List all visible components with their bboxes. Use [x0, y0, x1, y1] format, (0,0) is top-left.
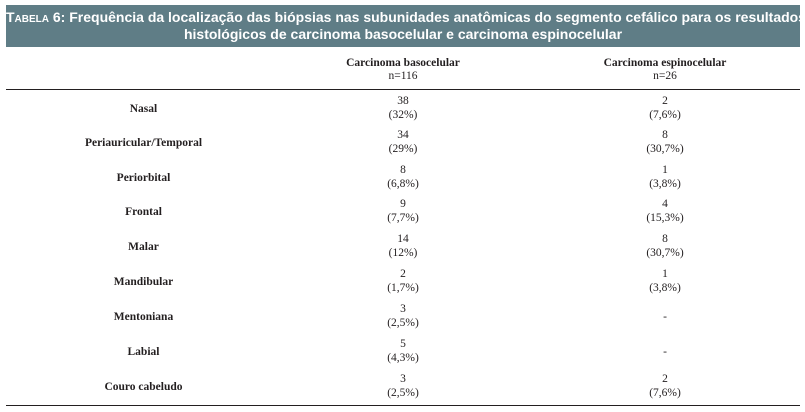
cell-percent: (7,6%): [649, 109, 681, 121]
cell-basocelular: 14 (12%): [303, 232, 503, 260]
cell-basocelular: 38 (32%): [303, 94, 503, 122]
cell-empty-dash: -: [663, 346, 667, 358]
cell-count: 38: [397, 95, 409, 107]
row-label: Couro cabeludo: [104, 381, 183, 393]
cell-espinocelular: 2 (7,6%): [565, 372, 765, 400]
table-title-text-1: Frequência da localização das biópsias n…: [65, 9, 805, 25]
table-row: Malar 14 (12%) 8 (30,7%): [6, 230, 800, 264]
table-row: Periorbital 8 (6,8%) 1 (3,8%): [6, 161, 800, 195]
table-title-line-1: Tabela 6: Frequência da localização das …: [6, 9, 805, 26]
cell-percent: (4,3%): [387, 352, 419, 364]
cell-percent: (2,5%): [387, 387, 419, 399]
row-label: Periauricular/Temporal: [84, 137, 203, 149]
cell-percent: (32%): [388, 109, 418, 121]
cell-count: 9: [400, 198, 406, 210]
bottom-divider: [6, 405, 800, 406]
column-header-basocelular: Carcinoma basocelular n=116: [303, 57, 503, 83]
cell-count: 1: [662, 164, 668, 176]
header-divider: [6, 89, 800, 90]
cell-espinocelular: 4 (15,3%): [565, 197, 765, 225]
cell-percent: (3,8%): [649, 178, 681, 190]
cell-percent: (1,7%): [387, 282, 419, 294]
cell-count: 4: [662, 198, 668, 210]
cell-percent: (2,5%): [387, 317, 419, 329]
column-header-n: n=116: [388, 70, 418, 82]
cell-espinocelular: 1 (3,8%): [565, 163, 765, 191]
cell-count: 2: [400, 268, 406, 280]
cell-basocelular: 8 (6,8%): [303, 163, 503, 191]
cell-espinocelular: -: [565, 302, 765, 332]
cell-percent: (29%): [388, 143, 418, 155]
cell-count: 14: [397, 233, 409, 245]
table-row: Labial 5 (4,3%) -: [6, 335, 800, 369]
cell-percent: (7,6%): [649, 387, 681, 399]
cell-percent: (6,8%): [387, 178, 419, 190]
cell-percent: (30,7%): [646, 143, 684, 155]
column-header-name: Carcinoma espinocelular: [603, 57, 727, 69]
row-label: Periorbital: [116, 172, 171, 184]
column-header-name: Carcinoma basocelular: [346, 57, 460, 69]
cell-count: 8: [400, 164, 406, 176]
cell-espinocelular: 8 (30,7%): [565, 128, 765, 156]
cell-count: 3: [400, 373, 406, 385]
table-title: Tabela 6: Frequência da localização das …: [6, 5, 805, 47]
cell-basocelular: 34 (29%): [303, 128, 503, 156]
cell-empty-dash: -: [663, 311, 667, 323]
cell-count: 2: [662, 95, 668, 107]
table-row: Mandibular 2 (1,7%) 1 (3,8%): [6, 265, 800, 299]
cell-espinocelular: 1 (3,8%): [565, 267, 765, 295]
row-label: Nasal: [129, 103, 158, 115]
cell-basocelular: 5 (4,3%): [303, 337, 503, 365]
table-row: Nasal 38 (32%) 2 (7,6%): [6, 92, 800, 126]
cell-basocelular: 3 (2,5%): [303, 372, 503, 400]
cell-percent: (3,8%): [649, 282, 681, 294]
table-row: Periauricular/Temporal 34 (29%) 8 (30,7%): [6, 126, 800, 160]
cell-percent: (15,3%): [646, 212, 684, 224]
row-label: Malar: [128, 241, 159, 253]
cell-percent: (12%): [388, 247, 418, 259]
cell-count: 8: [662, 129, 668, 141]
cell-count: 1: [662, 268, 668, 280]
column-header-espinocelular: Carcinoma espinocelular n=26: [565, 57, 765, 83]
row-label: Mentoniana: [113, 311, 174, 323]
row-label: Labial: [127, 346, 160, 358]
table-title-line-2: histológicos de carcinoma basocelular e …: [183, 26, 623, 42]
table-row: Mentoniana 3 (2,5%) -: [6, 300, 800, 334]
cell-espinocelular: 8 (30,7%): [565, 232, 765, 260]
cell-count: 3: [400, 303, 406, 315]
table-row: Couro cabeludo 3 (2,5%) 2 (7,6%): [6, 370, 800, 404]
cell-count: 2: [662, 373, 668, 385]
cell-count: 34: [397, 129, 409, 141]
cell-count: 8: [662, 233, 668, 245]
column-header-n: n=26: [653, 70, 677, 82]
row-label: Frontal: [125, 206, 162, 218]
cell-percent: (30,7%): [646, 247, 684, 259]
cell-basocelular: 3 (2,5%): [303, 302, 503, 330]
cell-espinocelular: -: [565, 337, 765, 367]
row-label: Mandibular: [113, 276, 174, 288]
cell-espinocelular: 2 (7,6%): [565, 94, 765, 122]
table-row: Frontal 9 (7,7%) 4 (15,3%): [6, 195, 800, 229]
cell-count: 5: [400, 338, 406, 350]
cell-percent: (7,7%): [387, 212, 419, 224]
table-number-label: Tabela 6:: [6, 9, 66, 25]
cell-basocelular: 9 (7,7%): [303, 197, 503, 225]
cell-basocelular: 2 (1,7%): [303, 267, 503, 295]
